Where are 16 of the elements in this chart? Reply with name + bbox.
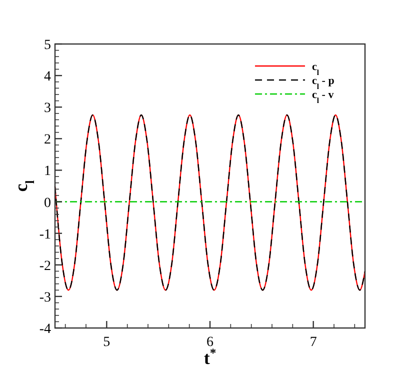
y-tick-label: 2 — [44, 132, 51, 148]
y-tick-label: 5 — [44, 38, 51, 53]
y-tick-label: 3 — [44, 101, 51, 116]
y-tick-label: -2 — [39, 258, 51, 274]
y-tick-label: -4 — [39, 322, 51, 337]
x-tick-label: 7 — [310, 335, 317, 350]
y-tick-label: -1 — [39, 227, 51, 242]
y-tick-label: 4 — [44, 70, 51, 85]
line-series — [54, 114, 366, 291]
legend-label: c$_{l}$ - v — [312, 89, 334, 104]
x-tick-label: 5 — [103, 335, 110, 350]
y-tick-label: 0 — [44, 196, 51, 211]
legend-label: c$_{l}$ — [312, 61, 320, 76]
legend-label: c$_{l}$ - p — [312, 75, 334, 90]
y-tick-label: -3 — [39, 290, 51, 306]
y-tick-label: 1 — [44, 164, 51, 180]
